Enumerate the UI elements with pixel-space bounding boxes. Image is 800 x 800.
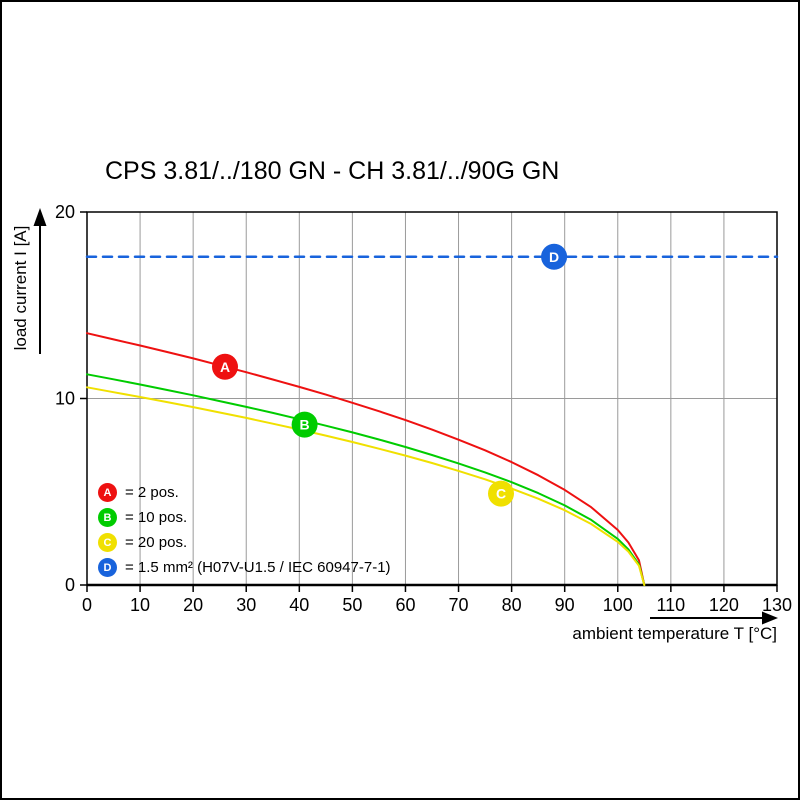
x-tick-label: 40 bbox=[289, 595, 309, 615]
legend-label-A: = 2 pos. bbox=[125, 484, 179, 501]
x-axis-label: ambient temperature T [°C] bbox=[572, 624, 777, 643]
x-tick-label: 110 bbox=[656, 595, 685, 615]
x-tick-label: 10 bbox=[130, 595, 150, 615]
y-tick-label: 20 bbox=[55, 202, 75, 222]
x-tick-label: 70 bbox=[449, 595, 469, 615]
legend-marker-D: D bbox=[98, 558, 117, 577]
curve-B bbox=[86, 373, 646, 586]
legend-item-A: A = 2 pos. bbox=[98, 480, 391, 505]
x-tick-label: 50 bbox=[342, 595, 362, 615]
marker-letter-A: A bbox=[220, 359, 230, 375]
legend-item-C: C = 20 pos. bbox=[98, 530, 391, 555]
x-axis-arrow-head bbox=[762, 611, 778, 625]
curve-C bbox=[86, 386, 646, 586]
legend: A = 2 pos. B = 10 pos. C = 20 pos. D = 1.5 mm² … bbox=[98, 480, 391, 580]
y-tick-label: 10 bbox=[55, 389, 75, 409]
x-tick-label: 80 bbox=[502, 595, 522, 615]
y-axis-arrow-head bbox=[33, 208, 47, 226]
marker-A bbox=[212, 353, 238, 380]
y-axis-label: load current I [A] bbox=[11, 225, 30, 351]
legend-item-B: B = 10 pos. bbox=[98, 505, 391, 530]
chart-title: CPS 3.81/../180 GN - CH 3.81/../90G GN bbox=[105, 157, 560, 185]
legend-marker-B: B bbox=[98, 508, 117, 527]
x-tick-label: 60 bbox=[395, 595, 415, 615]
legend-label-D: = 1.5 mm² (H07V-U1.5 / IEC 60947-7-1) bbox=[125, 559, 391, 576]
marker-B bbox=[291, 411, 318, 438]
legend-label-C: = 20 pos. bbox=[125, 534, 188, 551]
marker-C bbox=[488, 480, 514, 507]
legend-marker-C: C bbox=[98, 533, 117, 552]
marker-letter-B: B bbox=[300, 417, 310, 433]
marker-letter-C: C bbox=[496, 486, 506, 502]
x-tick-label: 30 bbox=[236, 595, 256, 615]
x-tick-label: 90 bbox=[555, 595, 575, 615]
x-tick-label: 120 bbox=[709, 595, 739, 615]
x-tick-label: 100 bbox=[603, 595, 633, 615]
legend-marker-A: A bbox=[98, 483, 117, 502]
y-tick-label: 0 bbox=[65, 575, 75, 595]
legend-label-B: = 10 pos. bbox=[125, 509, 188, 526]
x-tick-label: 0 bbox=[82, 595, 92, 615]
marker-letter-D: D bbox=[549, 249, 559, 265]
marker-D bbox=[541, 243, 568, 270]
curve-A bbox=[86, 332, 646, 586]
x-tick-label: 130 bbox=[762, 595, 792, 615]
x-tick-label: 20 bbox=[183, 595, 203, 615]
legend-item-D: D = 1.5 mm² (H07V-U1.5 / IEC 60947-7-1) bbox=[98, 555, 391, 580]
